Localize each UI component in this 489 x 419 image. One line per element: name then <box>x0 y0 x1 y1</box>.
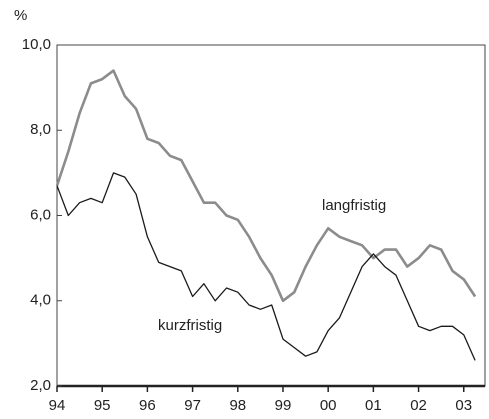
y-tick-label: 2,0 <box>30 377 51 394</box>
y-tick-label: 4,0 <box>30 292 51 309</box>
series-line <box>56 172 476 361</box>
plot-frame <box>56 44 486 387</box>
y-tick-label: 6,0 <box>30 206 51 223</box>
series-label: kurzfristig <box>158 317 222 334</box>
x-tick-label: 03 <box>455 397 472 414</box>
y-tick-label: 10,0 <box>22 36 51 53</box>
x-tick-label: 01 <box>365 397 382 414</box>
y-axis-label: % <box>14 7 27 24</box>
series-line <box>55 69 477 303</box>
x-tick-label: 96 <box>139 397 156 414</box>
y-tick-label: 8,0 <box>30 121 51 138</box>
x-tick-label: 95 <box>94 397 111 414</box>
x-tick-label: 97 <box>184 397 201 414</box>
x-tick-label: 98 <box>229 397 246 414</box>
x-tick-label: 99 <box>275 397 292 414</box>
series-label: langfristig <box>322 197 386 214</box>
x-tick-label: 00 <box>320 397 337 414</box>
x-tick-label: 94 <box>49 397 66 414</box>
x-tick-label: 02 <box>410 397 427 414</box>
